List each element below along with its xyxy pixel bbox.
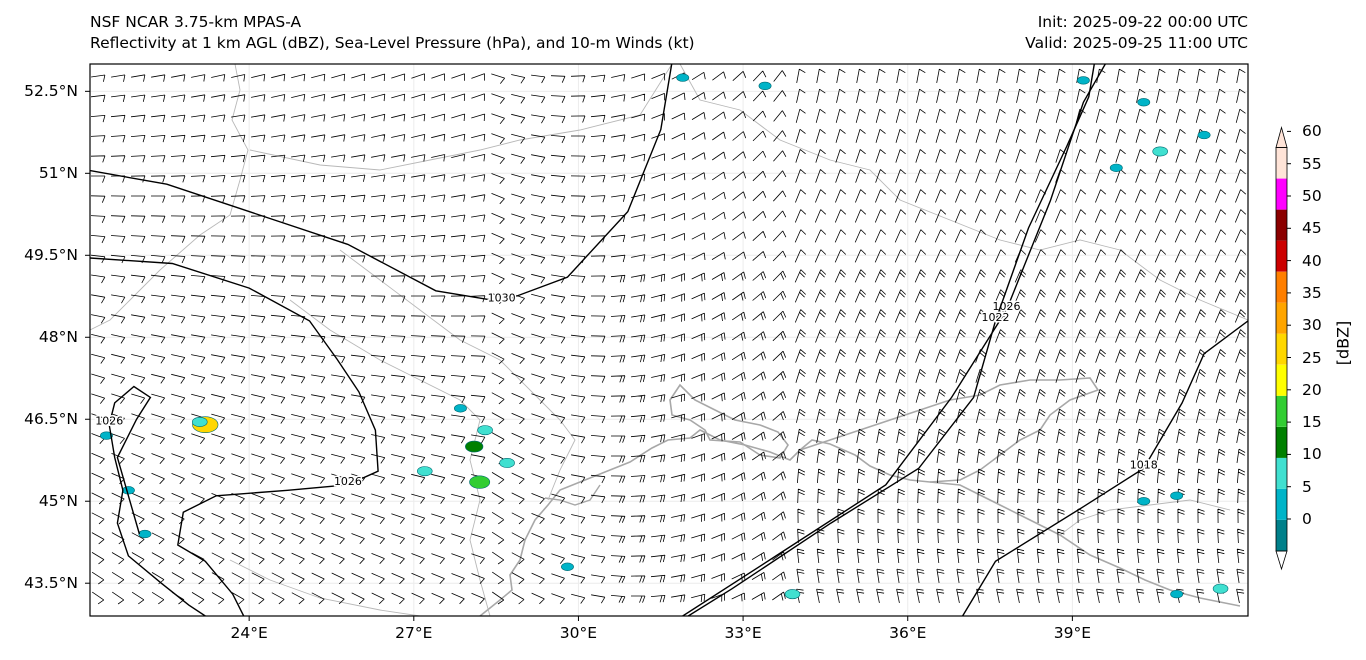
colorbar-max-extension bbox=[1275, 126, 1288, 148]
isobar-line bbox=[962, 320, 1248, 616]
colorbar-level: 10 bbox=[1302, 445, 1322, 464]
isobar-label: 1018 bbox=[1130, 458, 1158, 471]
colorbar-level: 50 bbox=[1302, 187, 1322, 205]
danube-delta-coast bbox=[544, 484, 601, 506]
colorbar-swatch bbox=[1276, 364, 1287, 396]
colorbar-level: 25 bbox=[1302, 348, 1322, 367]
colorbar-swatch bbox=[1276, 333, 1287, 365]
colorbar-level: 40 bbox=[1302, 251, 1322, 270]
colorbar-level: 45 bbox=[1302, 219, 1322, 238]
echo-cell bbox=[1137, 98, 1151, 107]
colorbar-level: 35 bbox=[1302, 283, 1322, 302]
echo-cell bbox=[1109, 163, 1123, 172]
echo-cell bbox=[676, 73, 690, 82]
lat-label: 46.5°N bbox=[24, 410, 78, 429]
echo-cell bbox=[121, 486, 135, 495]
colorbar-swatch bbox=[1276, 147, 1287, 179]
lon-label: 24°E bbox=[230, 624, 268, 642]
isobar-label: 1022 bbox=[982, 311, 1010, 324]
lat-label: 52.5°N bbox=[24, 82, 78, 101]
country-borders bbox=[90, 64, 1248, 616]
echo-cell bbox=[1212, 583, 1229, 594]
echo-cell bbox=[469, 475, 491, 489]
colorbar-title: [dBZ] bbox=[1333, 320, 1353, 366]
colorbar-level: 55 bbox=[1302, 154, 1322, 173]
colorbar-swatch bbox=[1276, 209, 1287, 241]
colorbar-level: 0 bbox=[1302, 510, 1312, 528]
lon-label: 30°E bbox=[559, 624, 598, 642]
time-block: Init: 2025-09-22 00:00 UTC Valid: 2025-0… bbox=[1025, 12, 1248, 54]
echo-cell bbox=[138, 529, 152, 539]
echo-cell bbox=[417, 466, 433, 477]
lat-label: 48°N bbox=[38, 328, 78, 347]
wind-barb-field bbox=[90, 68, 1247, 605]
isobar-label: 1026 bbox=[95, 415, 123, 428]
echo-cell bbox=[561, 562, 574, 571]
graticule bbox=[90, 64, 1248, 616]
echo-cell bbox=[1170, 491, 1184, 500]
lat-label: 51°N bbox=[38, 164, 78, 183]
init-time: Init: 2025-09-22 00:00 UTC bbox=[1037, 13, 1248, 31]
echo-cell bbox=[784, 589, 801, 600]
fields-subtitle: Reflectivity at 1 km AGL (dBZ), Sea-Leve… bbox=[90, 34, 695, 52]
map-frame bbox=[89, 63, 1249, 617]
echo-cell bbox=[1076, 76, 1090, 85]
isobar-line bbox=[90, 257, 379, 616]
colorbar-swatch bbox=[1276, 302, 1287, 334]
echo-cell bbox=[454, 404, 467, 413]
lat-label: 43.5°N bbox=[24, 574, 78, 593]
colorbar-swatch bbox=[1276, 395, 1287, 427]
model-title: NSF NCAR 3.75-km MPAS-A bbox=[90, 13, 302, 31]
colorbar-frame bbox=[1275, 147, 1288, 552]
colorbar-swatch bbox=[1276, 457, 1287, 489]
isobar-line bbox=[682, 64, 1106, 616]
isobar-line bbox=[687, 64, 1095, 616]
lon-label: 27°E bbox=[395, 624, 433, 642]
echo-cell bbox=[191, 417, 208, 427]
reflectivity-echoes bbox=[100, 73, 1229, 600]
lat-label: 49.5°N bbox=[24, 246, 78, 265]
echo-cell bbox=[758, 81, 772, 90]
isobar-label: 1026 bbox=[334, 475, 362, 488]
lon-label: 39°E bbox=[1053, 624, 1092, 642]
echo-cell bbox=[1152, 146, 1168, 157]
axis-ticks bbox=[85, 90, 1073, 621]
lat-label: 45°N bbox=[38, 492, 78, 511]
lon-label: 33°E bbox=[724, 624, 762, 642]
colorbar-swatch bbox=[1276, 488, 1287, 520]
echo-cell bbox=[100, 431, 113, 440]
black-sea-coastline bbox=[479, 429, 1241, 616]
valid-time: Valid: 2025-09-25 11:00 UTC bbox=[1025, 34, 1248, 52]
isobar-line bbox=[90, 64, 673, 303]
colorbar-level: 5 bbox=[1302, 477, 1312, 496]
colorbar-swatch bbox=[1276, 240, 1287, 272]
title-block: NSF NCAR 3.75-km MPAS-A Reflectivity at … bbox=[90, 12, 695, 54]
colorbar-swatch bbox=[1276, 271, 1287, 303]
echo-cell bbox=[465, 440, 484, 453]
isobar-label: 1030 bbox=[488, 292, 516, 305]
colorbar-min-extension bbox=[1275, 550, 1288, 571]
echo-cell bbox=[499, 458, 515, 468]
lon-label: 36°E bbox=[889, 624, 927, 642]
colorbar-swatch bbox=[1276, 426, 1287, 458]
colorbar-level: 15 bbox=[1302, 413, 1322, 432]
borders-and-coastlines bbox=[90, 64, 1248, 616]
crimea-coastline bbox=[669, 383, 789, 459]
colorbar bbox=[1275, 126, 1291, 571]
azov-coastline bbox=[799, 377, 1100, 483]
echo-cell bbox=[1170, 590, 1184, 599]
wind-barbs bbox=[90, 68, 1247, 605]
colorbar-level: 30 bbox=[1302, 316, 1322, 335]
echo-cell bbox=[1197, 130, 1211, 140]
echo-cell bbox=[477, 425, 493, 436]
echo-cell bbox=[1137, 497, 1151, 506]
map-background bbox=[90, 64, 1248, 616]
colorbar-level: 20 bbox=[1302, 380, 1322, 399]
isobar-line bbox=[108, 385, 206, 616]
colorbar-swatch bbox=[1276, 520, 1287, 551]
colorbar-swatch bbox=[1276, 178, 1287, 210]
colorbar-level: 60 bbox=[1302, 122, 1322, 141]
